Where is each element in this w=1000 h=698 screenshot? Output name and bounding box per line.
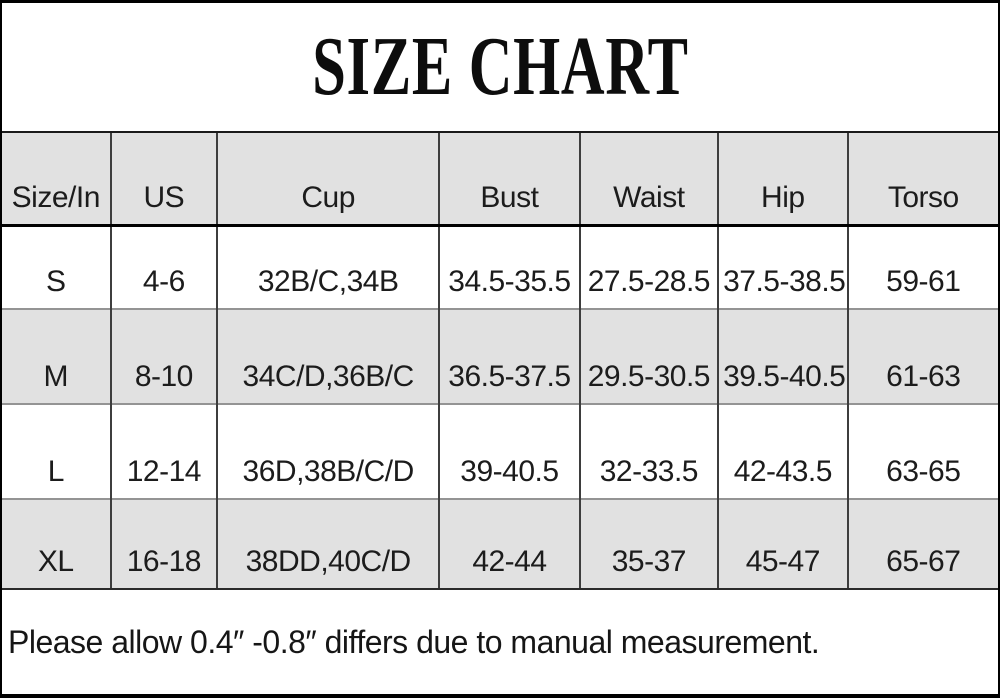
cell-hip: 37.5-38.5 [717, 225, 848, 309]
cell-size-label: L [2, 403, 111, 499]
header-cell-torso: Torso [846, 133, 998, 227]
cell-waist: 32-33.5 [578, 403, 719, 499]
table-row-s: S 4-6 32B/C,34B 34.5-35.5 27.5-28.5 37.5… [2, 225, 998, 309]
header-row: Size/In US Cup Bust Waist Hip Torso [2, 133, 998, 227]
cell-us: 12-14 [109, 403, 218, 499]
table-row-l: L 12-14 36D,38B/C/D 39-40.5 32-33.5 42-4… [2, 403, 998, 499]
cell-us: 16-18 [109, 498, 218, 588]
cell-bust: 36.5-37.5 [438, 308, 580, 404]
header-cell-cup: Cup [216, 133, 440, 227]
table-row-m: M 8-10 34C/D,36B/C 36.5-37.5 29.5-30.5 3… [2, 308, 998, 404]
cell-waist: 29.5-30.5 [578, 308, 719, 404]
cell-hip: 45-47 [717, 498, 848, 588]
cell-waist: 35-37 [578, 498, 719, 588]
cell-cup: 36D,38B/C/D [216, 403, 440, 499]
size-chart-table: Size/In US Cup Bust Waist Hip Torso S 4-… [2, 133, 998, 588]
title-area: SIZE CHART [2, 3, 998, 133]
header-cell-waist: Waist [578, 133, 719, 227]
cell-cup: 32B/C,34B [216, 225, 440, 309]
cell-size-label: S [46, 265, 66, 298]
header-cell-size-in: Size/In [2, 133, 111, 227]
measurement-note: Please allow 0.4″ -0.8″ differs due to m… [8, 623, 820, 660]
cell-size-label: XL [2, 498, 111, 588]
page-title: SIZE CHART [311, 20, 689, 113]
cell-torso: 63-65 [846, 403, 998, 499]
cell-hip: 39.5-40.5 [717, 308, 848, 404]
cell-torso: 61-63 [846, 308, 998, 404]
cell-us: 8-10 [109, 308, 218, 404]
header-cell-us: US [109, 133, 218, 227]
cell-bust: 39-40.5 [438, 403, 580, 499]
cell-torso: 59-61 [846, 225, 998, 309]
table-row-xl: XL 16-18 38DD,40C/D 42-44 35-37 45-47 65… [2, 498, 998, 588]
cell-waist: 27.5-28.5 [578, 225, 719, 309]
cell-cup: 38DD,40C/D [216, 498, 440, 588]
cell-hip: 42-43.5 [717, 403, 848, 499]
note-area: Please allow 0.4″ -0.8″ differs due to m… [2, 588, 998, 694]
cell-bust: 34.5-35.5 [438, 225, 580, 309]
cell-size-label: M [2, 308, 111, 404]
cell-us: 4-6 [109, 225, 218, 309]
cell-bust: 42-44 [438, 498, 580, 588]
cell-cup: 34C/D,36B/C [216, 308, 440, 404]
cell-torso: 65-67 [846, 498, 998, 588]
header-cell-hip: Hip [717, 133, 848, 227]
header-cell-bust: Bust [438, 133, 580, 227]
